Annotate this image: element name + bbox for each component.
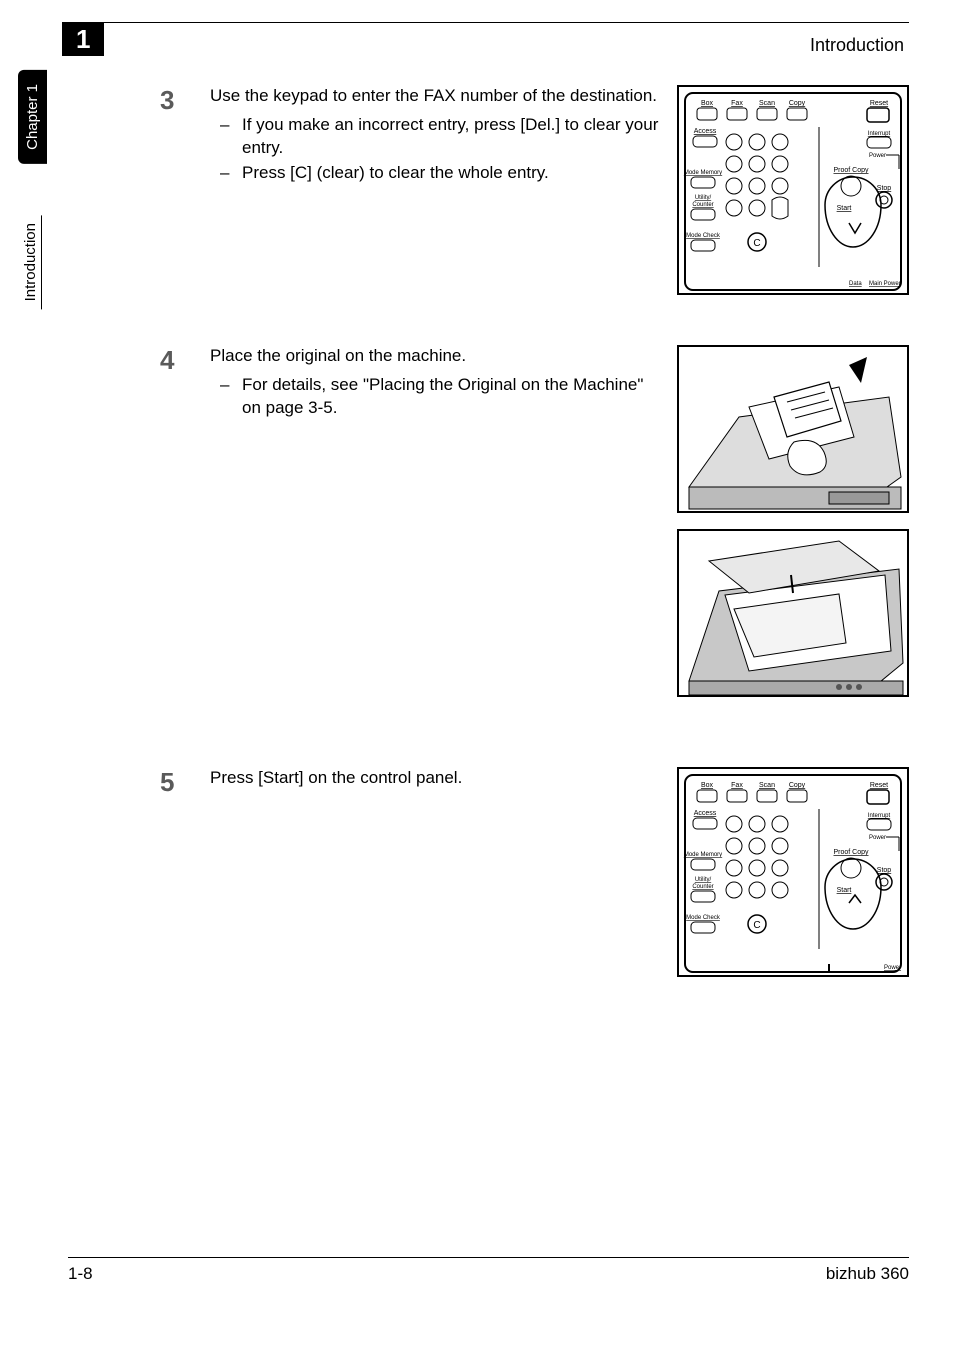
chapter-number-tab: 1 [62,22,104,56]
svg-text:Stop: Stop [877,867,892,874]
step-5: 5 Press [Start] on the control panel. Bo… [160,767,909,977]
svg-text:Mode Memory: Mode Memory [684,170,722,176]
step-bullet: If you make an incorrect entry, press [D… [220,114,663,160]
svg-text:C: C [753,238,760,249]
control-panel-figure-2: Box Fax Scan Copy Reset Access [677,767,909,977]
svg-text:0: 0 [755,886,760,895]
svg-text:Start: Start [837,205,852,212]
svg-text:Start: Start [837,887,852,894]
svg-text:Power: Power [869,153,886,159]
svg-text:Stop: Stop [877,185,892,192]
svg-text:Data: Data [849,281,862,287]
step-main-text: Place the original on the machine. [210,345,663,368]
svg-text:8: 8 [755,182,760,191]
svg-text:Counter: Counter [692,884,713,890]
control-panel-svg: Box Fax Scan Copy Reset Access [679,87,911,297]
svg-text:9: 9 [778,864,783,873]
svg-text:✱: ✱ [731,886,738,895]
svg-text:6: 6 [778,160,783,169]
header-rule [62,22,909,23]
svg-text:3: 3 [778,138,783,147]
page-number: 1-8 [68,1264,93,1284]
svg-text:C: C [753,920,760,931]
svg-text:✱: ✱ [731,204,738,213]
product-name: bizhub 360 [826,1264,909,1284]
step-number: 3 [160,85,210,116]
step-text: Place the original on the machine. For d… [210,345,663,697]
svg-text:Proof Copy: Proof Copy [833,849,869,856]
svg-text:#: # [778,886,783,895]
svg-text:Main Power: Main Power [869,281,901,287]
svg-text:Counter: Counter [692,202,713,208]
step-main-text: Use the keypad to enter the FAX number o… [210,85,663,108]
svg-text:4: 4 [732,160,737,169]
control-panel-figure: Box Fax Scan Copy Reset Access [677,85,909,295]
svg-text:Box: Box [701,100,714,107]
svg-text:Fax: Fax [731,782,743,789]
svg-text:Mode Check: Mode Check [686,233,721,239]
svg-text:4: 4 [732,842,737,851]
step-number: 4 [160,345,210,376]
sidebar-section-label: Introduction [22,215,42,309]
svg-text:7: 7 [732,182,737,191]
svg-text:1: 1 [732,820,737,829]
svg-text:Reset: Reset [870,782,888,789]
svg-text:Access: Access [694,128,717,135]
svg-text:5: 5 [755,842,760,851]
svg-text:Utility/: Utility/ [695,877,712,883]
svg-text:2: 2 [755,138,760,147]
step-3: 3 Use the keypad to enter the FAX number… [160,85,909,295]
machine-figure-adf [677,345,909,513]
svg-text:Interrupt: Interrupt [868,813,891,819]
svg-text:Scan: Scan [759,100,775,107]
svg-text:Scan: Scan [759,782,775,789]
svg-text:7: 7 [732,864,737,873]
svg-text:Mode Memory: Mode Memory [684,852,722,858]
svg-text:Copy: Copy [789,782,806,789]
svg-text:6: 6 [778,842,783,851]
svg-text:0: 0 [755,204,760,213]
svg-text:2: 2 [755,820,760,829]
step-4: 4 Place the original on the machine. For… [160,345,909,697]
svg-text:Reset: Reset [870,100,888,107]
svg-text:Interrupt: Interrupt [868,131,891,137]
svg-text:Utility/: Utility/ [695,195,712,201]
svg-text:Box: Box [701,782,714,789]
svg-text:Access: Access [694,810,717,817]
step-text: Use the keypad to enter the FAX number o… [210,85,663,295]
svg-text:Power: Power [869,835,886,841]
machine-figure-platen [677,529,909,697]
header-title: Introduction [810,35,904,56]
step-text: Press [Start] on the control panel. [210,767,663,977]
svg-text:9: 9 [778,182,783,191]
svg-text:1: 1 [732,138,737,147]
svg-text:Mode Check: Mode Check [686,915,721,921]
step-number: 5 [160,767,210,798]
svg-text:Power: Power [884,965,901,971]
svg-text:Copy: Copy [789,100,806,107]
svg-text:Fax: Fax [731,100,743,107]
sidebar-chapter-tab: Chapter 1 [18,70,47,164]
svg-text:5: 5 [755,160,760,169]
svg-text:Proof Copy: Proof Copy [833,167,869,174]
step-main-text: Press [Start] on the control panel. [210,767,663,790]
step-bullet: Press [C] (clear) to clear the whole ent… [220,162,663,185]
svg-text:8: 8 [755,864,760,873]
footer: 1-8 bizhub 360 [68,1257,909,1284]
svg-text:3: 3 [778,820,783,829]
step-bullet: For details, see "Placing the Original o… [220,374,663,420]
